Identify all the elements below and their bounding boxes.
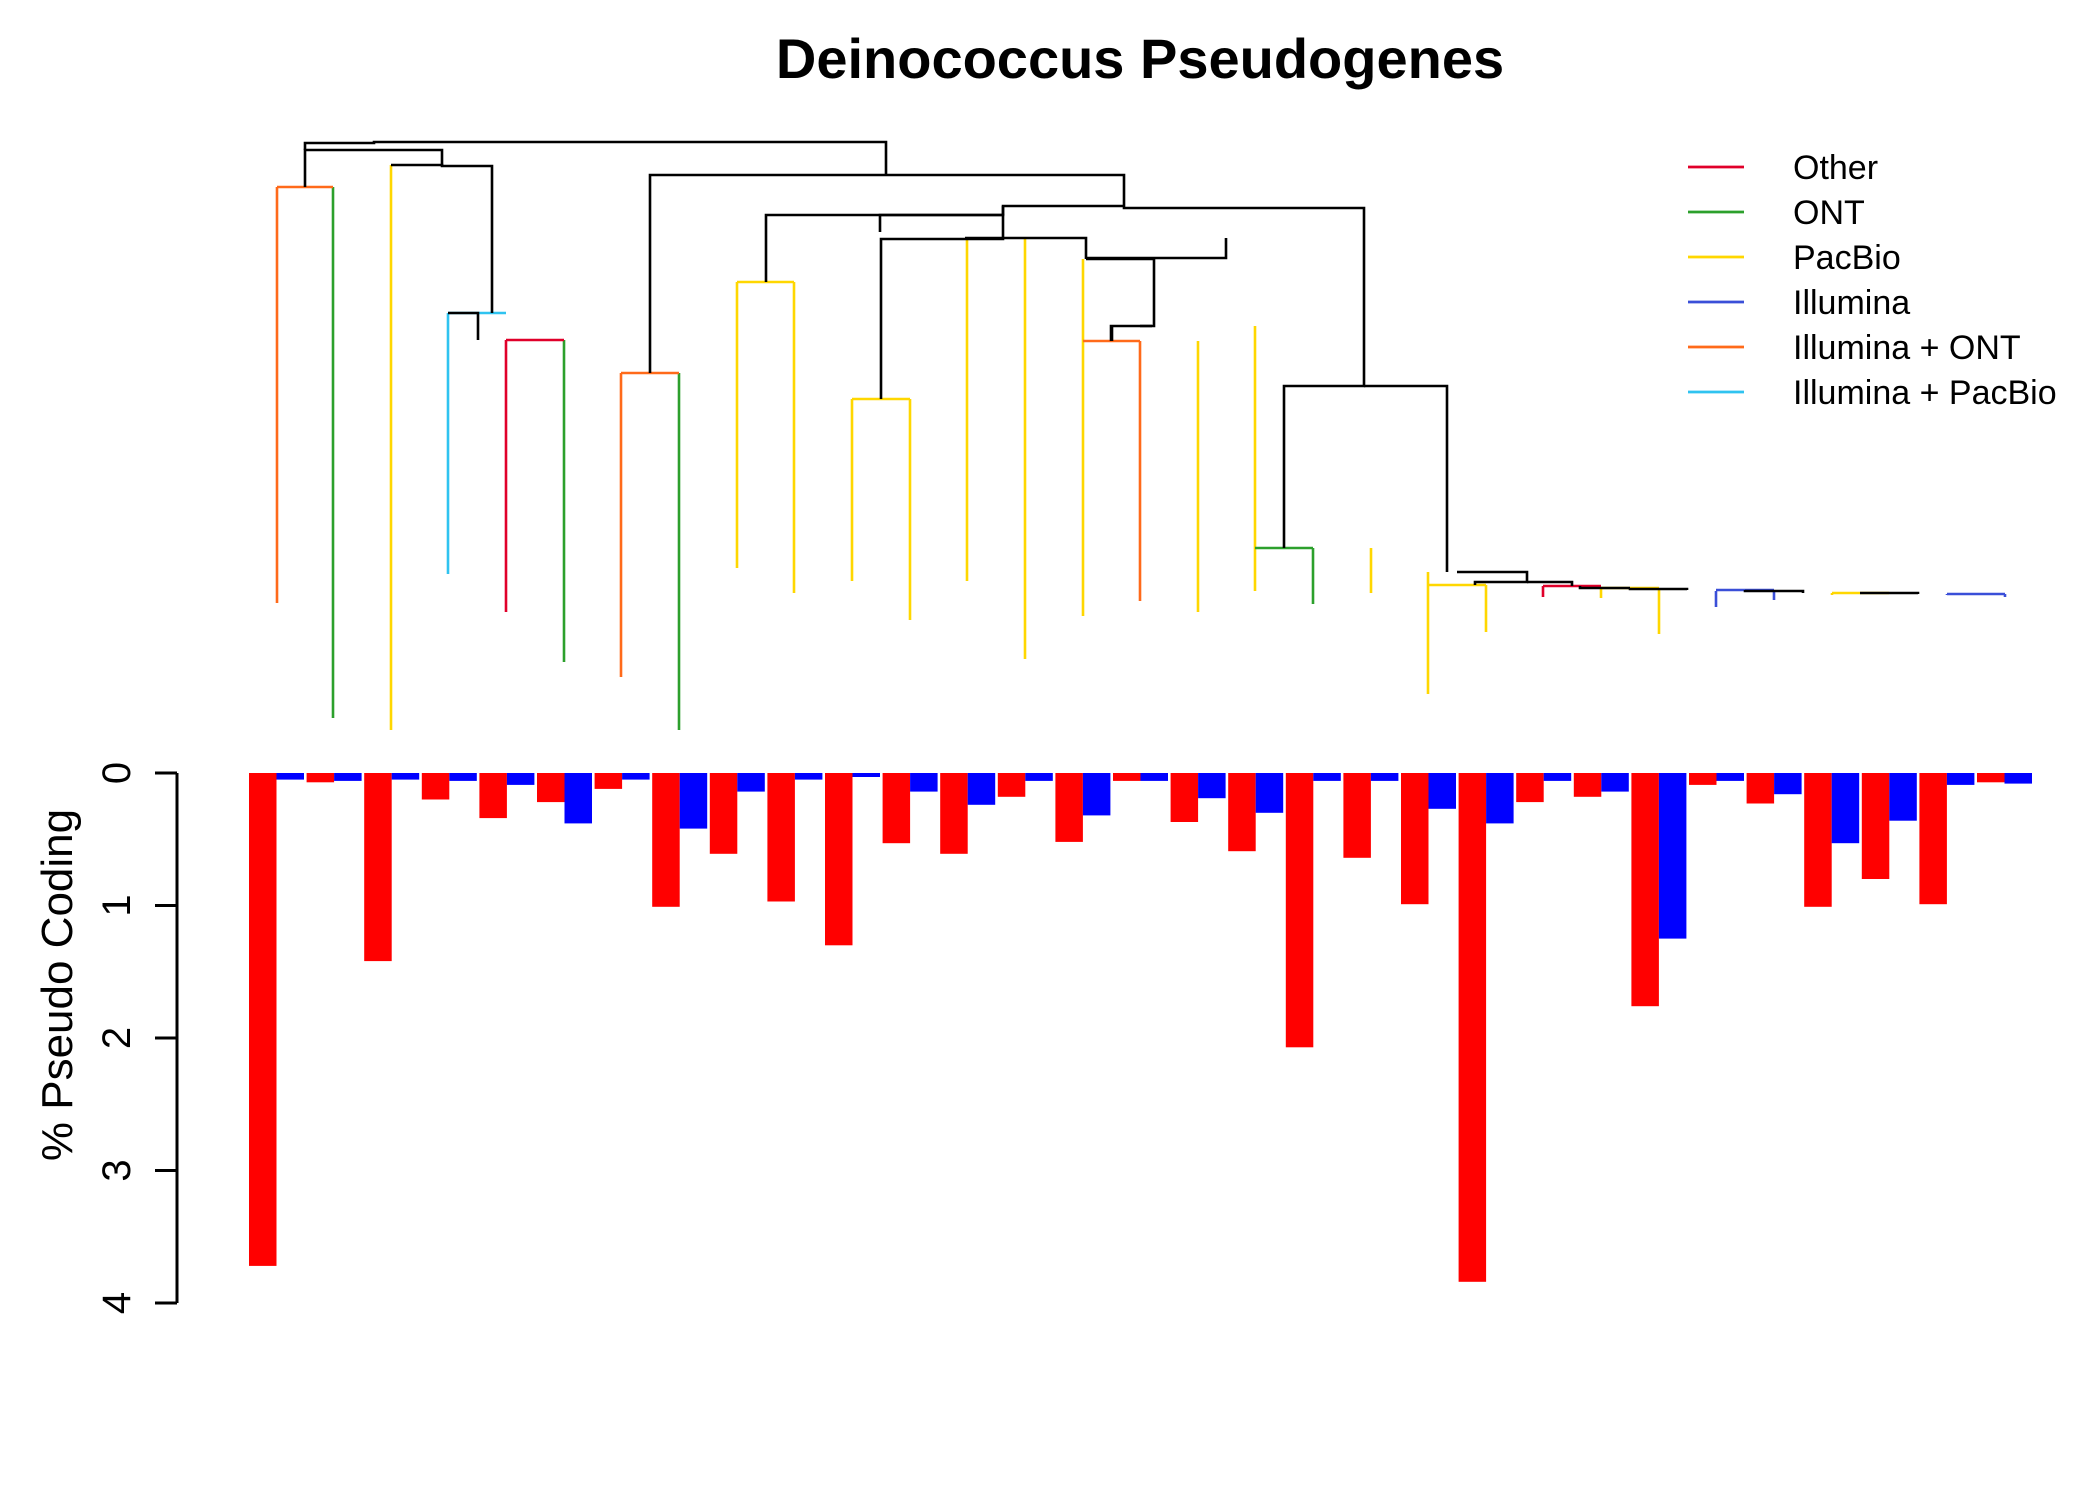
bar-red-18	[1228, 773, 1256, 852]
dendrogram-branch-18	[1122, 206, 1366, 548]
dendrogram-branch-24	[1743, 589, 1805, 593]
bar-blue-4	[449, 773, 477, 781]
bar-red-4	[421, 773, 450, 800]
dendrogram-branch-19	[1364, 384, 1449, 572]
bar-blue-24	[1601, 773, 1629, 792]
bar-red-22	[1458, 773, 1487, 1282]
legend-label-2: ONT	[1793, 194, 1865, 232]
dendrogram-branch-21	[1527, 580, 1574, 586]
bar-red-11	[825, 773, 853, 946]
bar-blue-21	[1428, 773, 1456, 809]
legend-label-3: PacBio	[1793, 239, 1901, 277]
bar-red-30	[1919, 773, 1947, 905]
bar-blue-30	[1946, 773, 1975, 785]
bar-red-23	[1516, 773, 1544, 803]
bar-blue-9	[737, 773, 765, 792]
dendrogram-branch-16	[1086, 238, 1228, 260]
dendrogram-branch-20	[1457, 570, 1529, 585]
y-tick-label-2: 2	[95, 1027, 139, 1049]
dendrogram-branch-8	[764, 204, 1124, 282]
bar-blue-19	[1313, 773, 1341, 781]
y-tick-label-1: 1	[95, 894, 139, 916]
bar-blue-5	[506, 773, 535, 785]
bar-red-16	[1113, 773, 1141, 781]
legend-label-4: Illumina	[1793, 284, 1910, 322]
bar-red-12	[882, 773, 911, 844]
bar-blue-28	[1831, 773, 1860, 844]
bar-blue-20	[1370, 773, 1399, 781]
y-tick-label-4: 4	[95, 1292, 139, 1314]
bar-blue-18	[1255, 773, 1284, 813]
y-axis-label: % Pseudo Coding	[33, 809, 82, 1161]
bar-red-2	[306, 773, 335, 783]
bar-red-31	[1977, 773, 2005, 783]
legend-label-6: Illumina + PacBio	[1793, 374, 2057, 412]
y-tick-label-0: 0	[95, 762, 139, 784]
bar-blue-25	[1658, 773, 1687, 939]
dendrogram-branch-11	[878, 213, 1005, 399]
dendrogram-branch-25	[1860, 591, 1920, 595]
bar-red-24	[1573, 773, 1602, 797]
bar-red-17	[1170, 773, 1199, 822]
dendrogram-branch-23	[1628, 587, 1689, 591]
dendrogram-branch-2	[391, 163, 494, 313]
bar-blue-7	[622, 773, 650, 780]
bar-red-6	[537, 773, 565, 803]
dendrogram-branch-15	[1086, 257, 1156, 328]
legend: Other ONT PacBio Illumina Illumina + ONT Illu…	[1688, 149, 2057, 412]
bar-red-9	[709, 773, 738, 854]
bar-blue-29	[1889, 773, 1917, 821]
bar-blue-26	[1716, 773, 1744, 781]
chart-title: Deinococcus Pseudogenes	[776, 27, 1504, 90]
bar-blue-2	[334, 773, 362, 781]
dendrogram-branch-13	[1109, 324, 1152, 341]
bar-red-8	[652, 773, 680, 907]
bar-blue-1	[276, 773, 304, 780]
bar-red-5	[479, 773, 507, 819]
dendrogram-branch-12	[965, 236, 1088, 259]
y-axis: 0 1 2 3 4	[95, 762, 179, 1314]
bar-red-15	[1055, 773, 1083, 842]
dendrogram-branch-3	[448, 311, 480, 340]
bar-blue-23	[1543, 773, 1572, 781]
bar-red-3	[364, 773, 392, 962]
bar-blue-22	[1486, 773, 1514, 824]
bar-red-7	[594, 773, 623, 789]
bar-blue-16	[1140, 773, 1168, 781]
dendrogram-branch-22	[1578, 586, 1630, 590]
bar-red-27	[1746, 773, 1775, 804]
bar-red-20	[1343, 773, 1371, 858]
bar-blue-31	[2004, 773, 2032, 784]
bar-blue-3	[391, 773, 420, 780]
bar-blue-8	[679, 773, 708, 829]
bar-red-26	[1689, 773, 1717, 785]
bar-red-14	[997, 773, 1026, 797]
dendrogram-branch-1	[303, 148, 444, 187]
bar-blue-6	[564, 773, 592, 824]
bar-red-1	[249, 773, 277, 1266]
bar-red-28	[1804, 773, 1832, 907]
bar-red-10	[767, 773, 795, 902]
bar-red-21	[1401, 773, 1429, 905]
bar-blue-12	[910, 773, 938, 792]
legend-label-5: Illumina + ONT	[1793, 329, 2021, 367]
dendrogram-branch-5	[303, 140, 888, 175]
dendrogram-branch-7	[648, 173, 1126, 373]
bar-blue-13	[967, 773, 996, 805]
bar-blue-11	[852, 773, 880, 777]
bar-red-25	[1631, 773, 1659, 1007]
bar-blue-14	[1025, 773, 1053, 781]
legend-label-1: Other	[1793, 149, 1878, 187]
bar-blue-15	[1082, 773, 1111, 816]
bar-red-13	[940, 773, 968, 854]
dendrogram	[275, 140, 2007, 730]
bar-blue-27	[1774, 773, 1802, 795]
bar-series	[249, 773, 2032, 1282]
bar-blue-10	[794, 773, 823, 780]
bar-red-29	[1861, 773, 1890, 879]
bar-red-19	[1285, 773, 1314, 1048]
bar-blue-17	[1198, 773, 1226, 799]
y-tick-label-3: 3	[95, 1159, 139, 1181]
